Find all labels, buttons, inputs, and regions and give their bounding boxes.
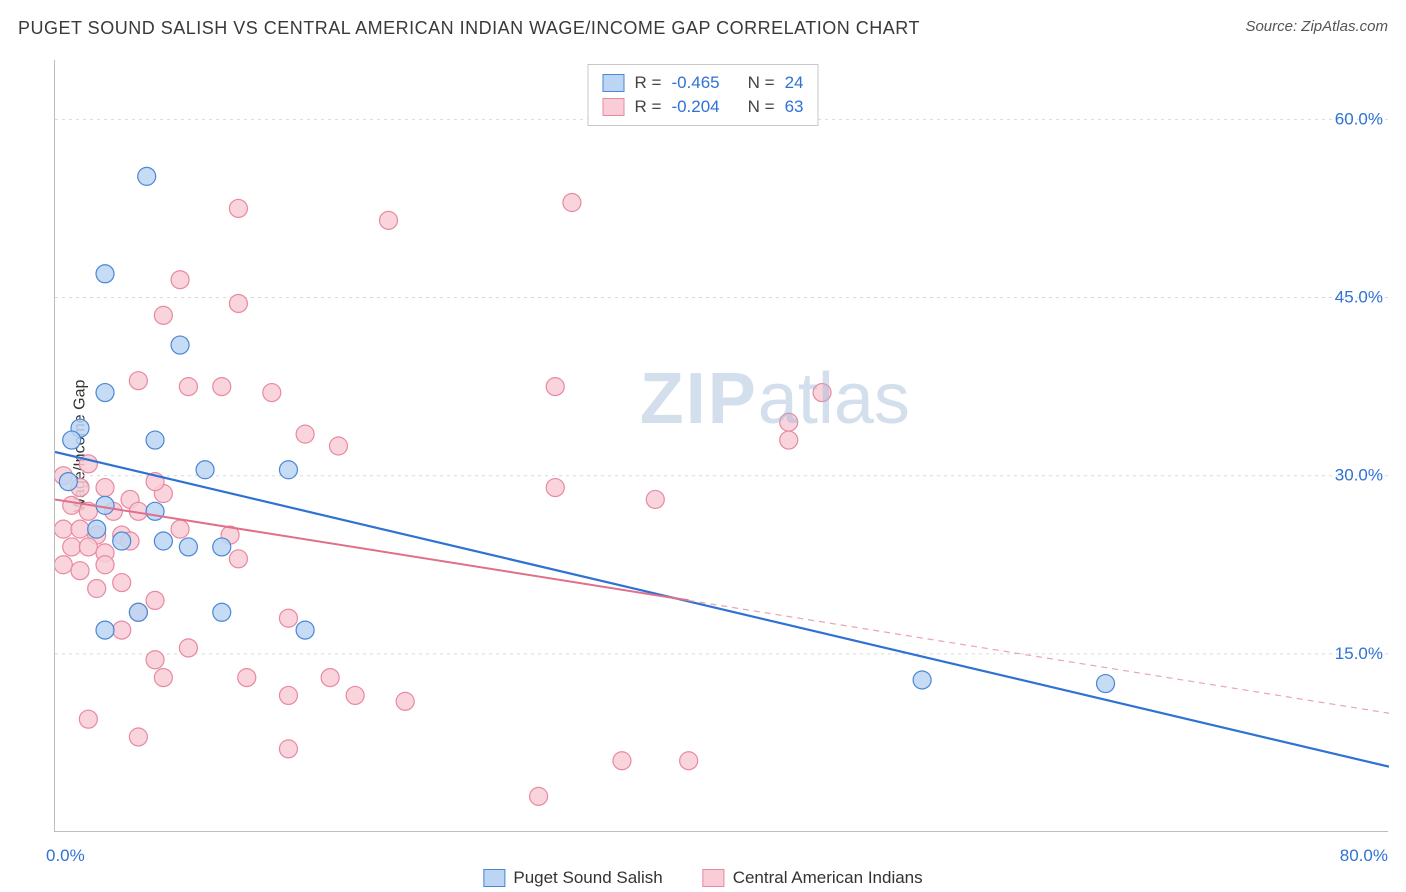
chart-title: PUGET SOUND SALISH VS CENTRAL AMERICAN I… — [18, 18, 920, 39]
source-attribution: Source: ZipAtlas.com — [1245, 18, 1388, 35]
legend-swatch-icon — [483, 869, 505, 887]
legend-item: Central American Indians — [703, 868, 923, 888]
legend-swatch-icon — [603, 74, 625, 92]
x-axis-min-label: 0.0% — [46, 846, 85, 866]
scatter-plot-svg: 15.0% 30.0% 45.0% 60.0% — [55, 60, 1389, 832]
correlation-legend: R = -0.465 N = 24 R = -0.204 N = 63 — [588, 64, 819, 126]
r-label: R = — [635, 73, 662, 93]
legend-swatch-icon — [703, 869, 725, 887]
svg-text:45.0%: 45.0% — [1335, 288, 1383, 307]
n-label: N = — [748, 97, 775, 117]
series-legend: Puget Sound Salish Central American Indi… — [483, 868, 922, 888]
legend-label: Central American Indians — [733, 868, 923, 888]
svg-text:30.0%: 30.0% — [1335, 466, 1383, 485]
legend-row: R = -0.465 N = 24 — [603, 71, 804, 95]
legend-row: R = -0.204 N = 63 — [603, 95, 804, 119]
n-value: 24 — [785, 73, 804, 93]
legend-item: Puget Sound Salish — [483, 868, 662, 888]
legend-swatch-icon — [603, 98, 625, 116]
x-axis-max-label: 80.0% — [1340, 846, 1388, 866]
r-value: -0.465 — [671, 73, 719, 93]
r-value: -0.204 — [671, 97, 719, 117]
plot-area: 15.0%30.0%45.0%60.0% ZIPatlas — [54, 60, 1388, 832]
svg-text:60.0%: 60.0% — [1335, 109, 1383, 128]
chart-container: PUGET SOUND SALISH VS CENTRAL AMERICAN I… — [0, 0, 1406, 892]
legend-label: Puget Sound Salish — [513, 868, 662, 888]
r-label: R = — [635, 97, 662, 117]
n-value: 63 — [785, 97, 804, 117]
svg-text:15.0%: 15.0% — [1335, 644, 1383, 663]
n-label: N = — [748, 73, 775, 93]
